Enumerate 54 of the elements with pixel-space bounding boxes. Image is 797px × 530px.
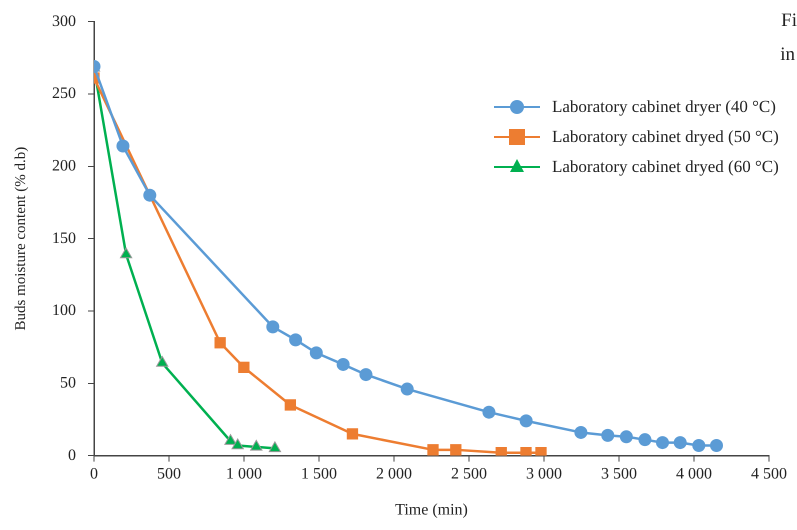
x-tick-label: 2 000 xyxy=(376,465,412,482)
point xyxy=(232,438,244,450)
text: in xyxy=(780,44,795,66)
y-tick-label: 200 xyxy=(52,157,76,174)
point xyxy=(310,346,323,360)
point xyxy=(120,248,132,258)
y-tick-label: 150 xyxy=(52,230,76,247)
x-tick-label: 0 xyxy=(90,465,98,482)
point xyxy=(450,444,462,456)
x-tick-label: 3 000 xyxy=(526,465,562,482)
point xyxy=(250,440,262,451)
x-tick-label: 4 000 xyxy=(676,465,712,482)
point xyxy=(638,433,652,446)
point xyxy=(692,438,706,452)
point xyxy=(656,436,669,450)
y-axis-title: Buds moisture content (% d.b) xyxy=(12,146,29,330)
x-tick-label: 4 500 xyxy=(751,465,787,482)
x-tick-label: 2 500 xyxy=(451,465,487,482)
y-tick-label: 50 xyxy=(60,374,76,392)
y-tick-label: 300 xyxy=(52,12,76,30)
point xyxy=(143,188,156,202)
point xyxy=(238,362,250,374)
x-tick-label: 500 xyxy=(157,465,181,482)
x-tick-label: 3 500 xyxy=(601,465,637,482)
text: Fi xyxy=(781,10,797,32)
point xyxy=(336,358,350,371)
point xyxy=(601,428,614,442)
point xyxy=(116,140,130,153)
y-tick-label: 100 xyxy=(52,302,76,320)
legend-label: Laboratory cabinet dryed (60 °C) xyxy=(552,156,779,178)
point xyxy=(214,337,226,348)
legend-label: Laboratory cabinet dryed (50 °C) xyxy=(552,126,779,148)
legend-label: Laboratory cabinet dryer (40 °C) xyxy=(552,96,776,118)
point xyxy=(268,441,282,452)
point xyxy=(620,430,633,444)
y-tick-label: 0 xyxy=(68,446,76,464)
point xyxy=(289,333,302,346)
point xyxy=(156,356,168,367)
point xyxy=(520,414,533,428)
point xyxy=(574,426,588,439)
point xyxy=(224,434,237,445)
point xyxy=(284,399,296,411)
x-tick-label: 1 500 xyxy=(301,465,337,482)
point xyxy=(710,438,723,452)
point xyxy=(674,436,687,450)
point xyxy=(400,382,414,396)
point xyxy=(346,428,358,440)
point xyxy=(482,406,496,419)
point xyxy=(427,444,439,456)
x-tick-label: 1 000 xyxy=(226,465,262,482)
point xyxy=(266,320,280,334)
x-axis-title: Time (min) xyxy=(395,502,468,519)
point xyxy=(359,368,372,382)
y-tick-label: 250 xyxy=(52,85,76,102)
